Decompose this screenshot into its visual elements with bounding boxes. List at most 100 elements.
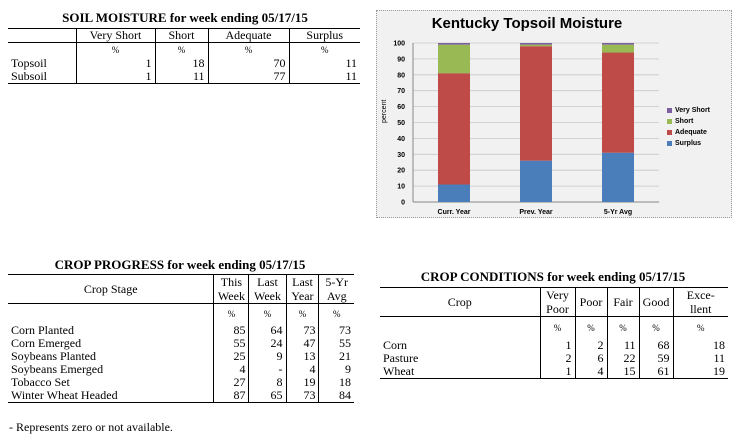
y-tick-label: 90 (397, 56, 405, 63)
column-header: Good (638, 287, 673, 317)
bar-segment-short (602, 44, 634, 53)
table-row: Soybeans Planted 25 9 13 21 (8, 350, 354, 363)
row-label: Wheat (380, 365, 540, 379)
bar-segment-very-short (438, 43, 470, 45)
table-row: Corn Planted 85 64 73 73 (8, 324, 354, 337)
column-header: Very (539, 287, 575, 302)
cell-value: 85 (213, 324, 249, 337)
cell-value: 18 (318, 376, 354, 389)
progress-header-row-2: Week Week Year Avg (8, 289, 354, 304)
progress-units-row: % % % % (8, 303, 354, 324)
unit-label: % (207, 42, 289, 57)
cell-value: 68 (638, 339, 673, 352)
soil-moisture-title: SOIL MOISTURE for week ending 05/17/15 (62, 10, 308, 25)
crop-progress-table: Crop Stage This Last Last 5-Yr Week Week… (8, 274, 354, 403)
unit-label: % (75, 42, 155, 57)
bar-segment-surplus (438, 184, 470, 202)
column-header: Poor (574, 287, 607, 317)
bar-segment-short (438, 44, 470, 74)
cell-value: 2 (574, 339, 607, 352)
cell-value: 65 (248, 389, 287, 403)
bar-segment-adequate (602, 52, 634, 153)
row-label: Soybeans Planted (11, 349, 96, 363)
cell-value: 24 (248, 337, 287, 350)
legend-swatch (667, 107, 672, 113)
cell-value: 77 (207, 70, 289, 84)
y-tick-label: 60 (397, 104, 405, 111)
row-label: Subsoil (8, 70, 76, 84)
conditions-header-row: Crop Very Poor Fair Good Exce- (380, 287, 728, 317)
cell-value: 73 (285, 389, 319, 403)
table-row: Winter Wheat Headed 87 65 73 84 (8, 389, 354, 403)
y-tick-label: 30 (397, 152, 405, 159)
row-label: Corn Emerged (11, 336, 82, 350)
column-header: Crop Stage (8, 274, 214, 304)
x-tick-label: Curr. Year (438, 209, 471, 216)
row-label: Pasture (383, 351, 419, 365)
chart-plot: 0 10 20 30 40 50 60 70 80 90 100 Curr. Year Prev. Ye… (393, 41, 659, 216)
y-tick-label: 40 (397, 136, 405, 143)
unit-label: % (248, 303, 287, 324)
cell-value: 19 (672, 365, 728, 379)
column-header: Exce- (672, 287, 728, 302)
topsoil-moisture-chart: Kentucky Topsoil Moisture percent 0 10 20 3… (376, 10, 732, 218)
column-header: Last (285, 274, 319, 289)
column-header: Fair (606, 287, 639, 317)
row-label: Topsoil (11, 56, 47, 70)
column-header: Short (154, 28, 208, 43)
bar-segment-surplus (520, 160, 552, 202)
table-row: Soybeans Emerged 4 - 4 9 (8, 363, 354, 376)
footnote: - Represents zero or not available. (9, 420, 173, 434)
cell-value: 1 (539, 365, 575, 379)
cell-value: 11 (154, 70, 208, 84)
y-tick-label: 50 (397, 120, 405, 127)
column-header: Surplus (288, 28, 360, 43)
cell-value: 55 (318, 337, 354, 350)
cell-value: - (248, 363, 287, 376)
cell-value: 11 (288, 57, 360, 70)
cell-value: 84 (318, 389, 354, 403)
unit-label: % (318, 303, 354, 324)
table-row: Wheat 1 4 15 61 19 (380, 365, 728, 379)
column-header: 5-Yr (318, 274, 354, 289)
row-label: Soybeans Emerged (11, 362, 104, 376)
table-row: Corn 1 2 11 68 18 (380, 339, 728, 352)
unit-label: % (606, 316, 639, 339)
crop-conditions-table: Crop Very Poor Fair Good Exce- Poor llen… (380, 287, 728, 379)
row-label: Winter Wheat Headed (8, 389, 214, 403)
row-label: Tobacco Set (11, 375, 70, 389)
cell-value: 73 (318, 324, 354, 337)
cell-value: 4 (574, 365, 607, 379)
column-header: Week (248, 289, 287, 304)
cell-value: 2 (539, 352, 575, 365)
cell-value: 18 (672, 339, 728, 352)
x-tick-label: Prev. Year (519, 209, 552, 216)
cell-value: 1 (539, 339, 575, 352)
cell-value: 61 (638, 365, 673, 379)
legend-label: Very Short (675, 107, 711, 114)
conditions-header-row-2: Poor llent (380, 302, 728, 317)
soil-moisture-table: Very Short Short Adequate Surplus % % % … (8, 28, 360, 84)
cell-value: 21 (318, 350, 354, 363)
cell-value: 18 (154, 57, 208, 70)
legend-entry: Very Short (667, 105, 710, 116)
cell-value: 59 (638, 352, 673, 365)
bar-segment-adequate (438, 73, 470, 185)
cell-value: 47 (285, 337, 319, 350)
table-row: Corn Emerged 55 24 47 55 (8, 337, 354, 350)
cell-value: 4 (285, 363, 319, 376)
y-tick-label: 100 (393, 41, 405, 48)
legend-entry: Surplus (667, 138, 710, 149)
table-row: Pasture 2 6 22 59 11 (380, 352, 728, 365)
unit-label: % (288, 42, 360, 57)
cell-value: 4 (213, 363, 249, 376)
column-header: llent (672, 302, 728, 317)
cell-value: 64 (248, 324, 287, 337)
table-row: Subsoil 1 11 77 11 (8, 70, 360, 84)
cell-value: 19 (285, 376, 319, 389)
legend-entry: Short (667, 116, 710, 127)
row-label: Corn Planted (11, 323, 74, 337)
legend-swatch (667, 129, 672, 135)
legend-label: Short (675, 118, 694, 125)
row-label: Corn (383, 338, 407, 352)
